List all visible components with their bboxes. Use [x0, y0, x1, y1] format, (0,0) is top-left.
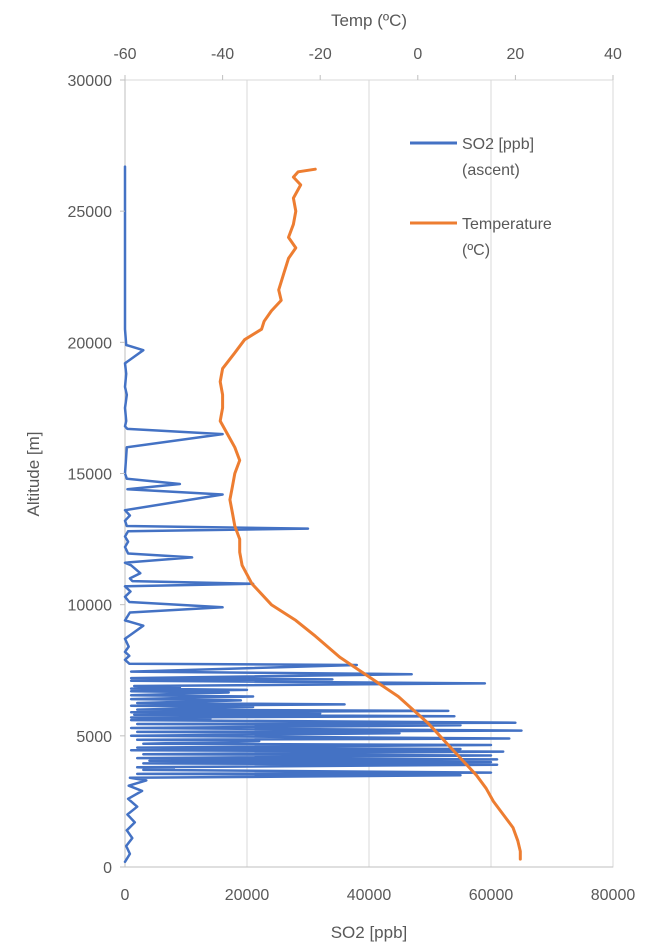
- legend-label-temperature: Temperature (ºC): [462, 216, 556, 259]
- series-layer: [123, 165, 523, 864]
- x-top-tick-label-20: 20: [507, 46, 525, 63]
- x-top-tick-label--40: -40: [211, 46, 234, 63]
- y-tick-label-10000: 10000: [68, 598, 113, 615]
- x-top-tick-label-0: 0: [413, 46, 422, 63]
- series-line-temperature: [218, 167, 522, 861]
- legend-label-so2: SO2 [ppb] (ascent): [462, 136, 539, 179]
- x-top-axis-title: Temp (ºC): [331, 11, 407, 30]
- x-bottom-tick-label-60000: 60000: [469, 887, 514, 904]
- x-top-tick-label-40: 40: [604, 46, 622, 63]
- y-tick-label-5000: 5000: [76, 729, 112, 746]
- y-tick-label-20000: 20000: [68, 335, 113, 352]
- x-bottom-tick-label-0: 0: [121, 887, 130, 904]
- y-tick-label-25000: 25000: [68, 204, 113, 221]
- series-line-so2: [123, 165, 523, 864]
- x-top-tick-label--60: -60: [113, 46, 136, 63]
- x-bottom-tick-label-40000: 40000: [347, 887, 392, 904]
- y-tick-label-0: 0: [103, 860, 112, 877]
- legend: SO2 [ppb] (ascent) Temperature (ºC): [410, 136, 556, 259]
- x-top-tick-label--20: -20: [309, 46, 332, 63]
- y-axis-title: Altitude [m]: [24, 431, 43, 516]
- tick-labels: 0 5000 10000 15000 20000 25000 30000 0 20000 4000…: [68, 46, 636, 904]
- x-bottom-tick-label-80000: 80000: [591, 887, 636, 904]
- x-bottom-tick-label-20000: 20000: [225, 887, 270, 904]
- y-tick-label-30000: 30000: [68, 73, 113, 90]
- y-tick-label-15000: 15000: [68, 467, 113, 484]
- x-bottom-axis-title: SO2 [ppb]: [331, 923, 408, 942]
